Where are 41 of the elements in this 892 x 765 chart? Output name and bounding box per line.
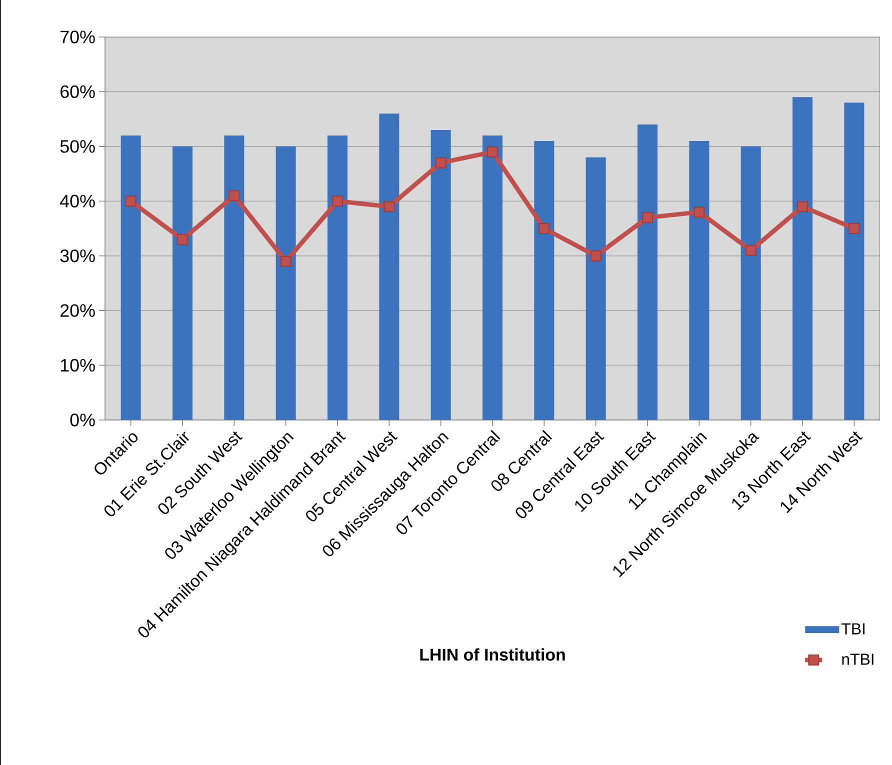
point bbox=[177, 234, 188, 245]
point bbox=[848, 223, 860, 234]
bar bbox=[328, 135, 348, 420]
legend-label: nTBI bbox=[842, 654, 874, 665]
y-tick-label: 20% bbox=[60, 304, 95, 317]
y-tick-label: 40% bbox=[60, 194, 95, 208]
y-tick-label: 0% bbox=[70, 414, 95, 426]
x-axis-title: LHIN of Institution bbox=[420, 648, 565, 661]
point bbox=[694, 206, 705, 218]
point bbox=[538, 223, 550, 234]
point bbox=[332, 196, 343, 207]
bar bbox=[638, 124, 658, 420]
bar bbox=[586, 157, 606, 420]
bar bbox=[482, 135, 503, 420]
y-tick-label: 50% bbox=[60, 140, 95, 153]
bar bbox=[792, 97, 813, 420]
point bbox=[228, 190, 240, 202]
bar bbox=[224, 135, 244, 420]
bar bbox=[430, 130, 451, 420]
bar bbox=[534, 140, 554, 420]
y-tick-label: 30% bbox=[60, 249, 95, 262]
y-tick-label: 10% bbox=[60, 358, 95, 372]
point bbox=[280, 256, 292, 267]
bar bbox=[120, 135, 141, 420]
point bbox=[125, 196, 136, 207]
point bbox=[487, 146, 498, 158]
bar bbox=[740, 146, 761, 420]
point bbox=[642, 212, 653, 224]
bar bbox=[689, 140, 710, 420]
point bbox=[797, 201, 808, 212]
bar bbox=[172, 146, 193, 420]
bar bbox=[844, 102, 864, 420]
point bbox=[384, 201, 395, 212]
point bbox=[745, 244, 756, 256]
point bbox=[435, 157, 446, 168]
bar bbox=[276, 146, 296, 420]
bar bbox=[379, 114, 400, 420]
y-tick-label: 70% bbox=[60, 30, 95, 44]
point bbox=[590, 250, 602, 262]
legend-label: TBI bbox=[842, 623, 864, 634]
y-tick-label: 60% bbox=[60, 85, 95, 98]
